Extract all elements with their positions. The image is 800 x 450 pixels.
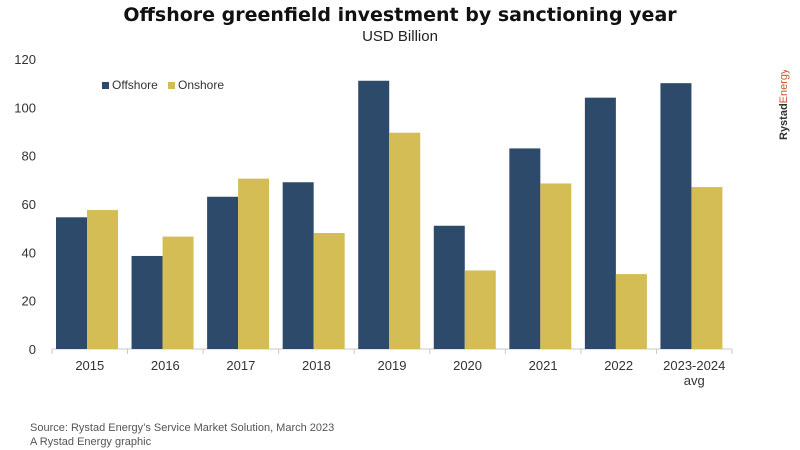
x-axis <box>51 348 733 354</box>
brand-logo: RystadEnergy <box>778 70 790 140</box>
bar-offshore-2016 <box>131 255 163 349</box>
x-category-label: 2023-2024 <box>663 358 725 373</box>
bar-onshore-2016 <box>162 236 194 349</box>
y-tick-label: 0 <box>29 342 36 357</box>
bar-onshore-2020 <box>464 270 496 349</box>
x-category-label: 2018 <box>302 358 331 373</box>
svg-text:RystadEnergy: RystadEnergy <box>778 70 790 140</box>
legend-swatch-offshore <box>102 82 109 89</box>
bar-onshore-2022 <box>615 274 647 349</box>
y-axis: 0 20 40 60 80 100 120 <box>14 52 36 357</box>
legend-label-onshore: Onshore <box>178 78 224 92</box>
chart-title: Offshore greenfield investment by sancti… <box>123 4 677 26</box>
y-tick-label: 40 <box>22 245 36 260</box>
bar-onshore-2019 <box>389 132 421 349</box>
y-tick-label: 100 <box>14 100 36 115</box>
bar-offshore-2015 <box>56 217 87 349</box>
x-category-label: 2021 <box>529 358 558 373</box>
bar-onshore-2015 <box>87 210 118 349</box>
x-category-label: 2015 <box>75 358 104 373</box>
bar-onshore-2018 <box>313 233 345 349</box>
y-tick-label: 80 <box>22 149 36 164</box>
credit-note: A Rystad Energy graphic <box>30 436 152 448</box>
y-tick-label: 20 <box>22 294 36 309</box>
brand-word-rystad: Rystad <box>778 103 790 140</box>
footer: Source: Rystad Energy’s Service Market S… <box>30 421 334 449</box>
bars <box>56 80 723 350</box>
bar-offshore-2022 <box>584 97 616 350</box>
x-category-label: 2019 <box>378 358 407 373</box>
x-category-label: avg <box>684 373 705 388</box>
y-tick-label: 60 <box>22 197 36 212</box>
x-category-label: 2017 <box>226 358 255 373</box>
bar-offshore-2020 <box>433 225 465 349</box>
x-category-label: 2022 <box>604 358 633 373</box>
legend-label-offshore: Offshore <box>112 78 158 92</box>
y-tick-label: 120 <box>14 52 36 67</box>
bar-offshore-2017 <box>207 196 239 349</box>
source-note: Source: Rystad Energy’s Service Market S… <box>30 422 335 434</box>
bar-onshore-2017 <box>238 178 270 349</box>
legend: Offshore Onshore <box>102 78 224 92</box>
legend-swatch-onshore <box>168 82 175 89</box>
bar-onshore-2021 <box>540 183 572 349</box>
x-category-label: 2016 <box>151 358 180 373</box>
x-axis-labels: 2015 2016 2017 2018 2019 2020 2021 2022 2023-202… <box>75 358 725 388</box>
bar-offshore-2021 <box>509 148 541 349</box>
bar-onshore-2023-2024 <box>691 187 723 349</box>
bar-offshore-2019 <box>358 80 390 349</box>
bar-offshore-2018 <box>282 182 314 349</box>
bar-offshore-2023-2024 <box>660 83 692 350</box>
x-category-label: 2020 <box>453 358 482 373</box>
chart-subtitle: USD Billion <box>362 28 438 45</box>
brand-word-energy: Energy <box>778 70 790 103</box>
